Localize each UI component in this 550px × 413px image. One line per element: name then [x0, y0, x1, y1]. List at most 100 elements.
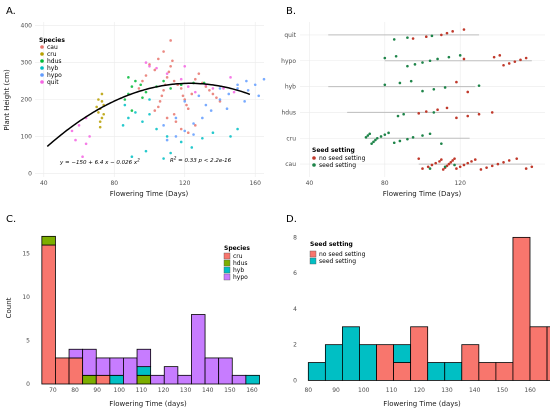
panel-a-point-cru — [97, 111, 100, 114]
panel-a-point-cau — [179, 127, 183, 131]
panel-a-point-quit — [148, 64, 151, 68]
panel-b-x-tick: 80 — [381, 180, 389, 187]
panel-x-tick: 110 — [136, 387, 148, 394]
panel-x-tick: 140 — [202, 387, 214, 394]
panel-b-point-cru — [372, 140, 375, 144]
panel-x-tick: 150 — [224, 387, 236, 394]
panel-a-point-hyb — [134, 111, 137, 114]
panel-a-point-hyb — [141, 120, 144, 123]
panel-b-legend-label: no seed setting — [319, 155, 366, 162]
panel-a-point-cru — [100, 92, 104, 96]
panel-a-x-tick: 120 — [179, 180, 191, 187]
panel-b-point-quit — [451, 30, 454, 33]
bar-hypo — [191, 314, 206, 385]
panel-a-point-cau — [137, 87, 141, 90]
panel-b-point-quit — [392, 38, 396, 41]
panel-b-point-hdus — [477, 112, 481, 116]
panel-b-points — [364, 28, 534, 171]
panel-a-point-hdus — [134, 79, 137, 83]
panel-a-legend-key-hdus — [40, 59, 44, 63]
panel-a-point-cau — [153, 109, 157, 112]
panel-a-point-hyb — [162, 157, 165, 160]
legend-key-hdus — [223, 259, 231, 267]
panel-b-legend-key — [312, 163, 316, 167]
panel-a-point-hypo — [201, 116, 204, 120]
panel-d-y-ticks: 0 2 4 6 8 — [293, 234, 297, 384]
legend-label: seed setting — [319, 258, 356, 265]
panel-y-tick: 0 — [26, 381, 30, 388]
panel-a-point-cau — [204, 85, 208, 88]
bar-seed-setting — [444, 362, 463, 381]
panel-a-point-hypo — [204, 103, 208, 107]
panel-x-tick: 150 — [497, 387, 509, 394]
bar-no-seed-setting — [529, 326, 548, 381]
panel-a-point-hyb — [144, 149, 148, 153]
panel-a-point-cau — [208, 88, 211, 92]
panel-a-point-hypo — [209, 109, 213, 112]
panel-d-x-label: Flowering Time (days) — [383, 400, 461, 408]
panel-a-point-cau — [174, 120, 178, 123]
panel-a-point-hypo — [218, 87, 222, 90]
panel-b-point-cau — [441, 168, 445, 171]
panel-a-point-cau — [190, 92, 194, 96]
panel-a-point-hyb — [148, 98, 151, 101]
panel-b-y-ticks: cau cru hdus hyb hypo quit — [281, 32, 296, 168]
panel-b-point-hdus — [490, 111, 494, 114]
panel-a-r2: R2 = 0.33 p < 2.2e-16 — [170, 156, 232, 165]
panel-a-point-hyb — [229, 135, 232, 138]
panel-a-point-hyb — [121, 124, 125, 127]
panel-b-x-ticks: 40 80 120 — [306, 180, 466, 187]
panel-a-point-quit — [183, 64, 187, 68]
panel-b-point-hdus — [424, 110, 428, 113]
panel-b-point-hypo — [519, 58, 522, 62]
panel-c-x-ticks: 70 80 90 100 110 120 130 140 150 160 — [49, 387, 258, 394]
bar-no-seed-setting — [546, 326, 550, 381]
panel-a-legend-key-hypo — [40, 73, 44, 77]
panel-b-y-tick: quit — [284, 32, 296, 39]
bar-hypo — [218, 357, 233, 385]
bar-hypo — [95, 357, 111, 376]
panel-x-tick: 160 — [524, 387, 536, 394]
panel-b-point-hdus — [432, 111, 436, 114]
panel-b-point-hypo — [436, 57, 439, 61]
panel-b-legend-key — [312, 156, 316, 160]
panel-a-point-hdus — [139, 83, 142, 87]
bar-hypo — [231, 374, 247, 385]
panel-a-point-hyb — [169, 151, 172, 155]
panel-a-point-quit — [232, 90, 236, 94]
panel-b-point-hdus — [436, 108, 439, 112]
panel-a-point-hypo — [165, 138, 169, 142]
panel-b-point-hyb — [383, 83, 387, 87]
bar-hypo — [123, 357, 138, 385]
bar-no-seed-setting — [376, 344, 394, 381]
panel-a-point-quit — [165, 72, 169, 75]
panel-a-x-label: Flowering Time (Days) — [110, 190, 189, 198]
panel-b-y-tick: hyb — [285, 84, 296, 91]
panel-a-point-hypo — [225, 107, 229, 111]
panel-a-point-cau — [162, 88, 165, 92]
panel-a-point-cau — [165, 116, 169, 120]
panel-x-tick: 140 — [469, 387, 481, 394]
panel-a-point-cau — [194, 124, 197, 127]
panel-a-point-cau — [218, 100, 222, 103]
panel-a-legend-label: hypo — [47, 72, 62, 79]
panel-b-point-cru — [379, 135, 383, 138]
panel-x-tick: 120 — [414, 387, 426, 394]
bar-hypo — [82, 348, 97, 376]
panel-a-y-tick: 400 — [21, 23, 33, 30]
panel-a-point-hypo — [236, 83, 239, 87]
panel-b-point-quit — [406, 36, 409, 39]
panel-a-point-quit — [194, 90, 197, 94]
panel-b-plot-area — [300, 22, 545, 177]
panel-b-point-hdus — [455, 116, 458, 120]
panel-a-point-cru — [98, 125, 102, 129]
panel-b-point-cau — [451, 159, 454, 162]
panel-b-point-cru — [428, 132, 432, 136]
panel-a-y-label: Plant Height (cm) — [3, 69, 11, 131]
panel-b: B. cau cru hdus hyb hypo quit 40 80 120 Floweri… — [281, 6, 545, 198]
panel-b-point-hyb — [432, 87, 436, 91]
bar-hypo — [68, 348, 84, 359]
bar-hyb — [245, 374, 260, 385]
panel-a-point-cru — [100, 100, 104, 103]
